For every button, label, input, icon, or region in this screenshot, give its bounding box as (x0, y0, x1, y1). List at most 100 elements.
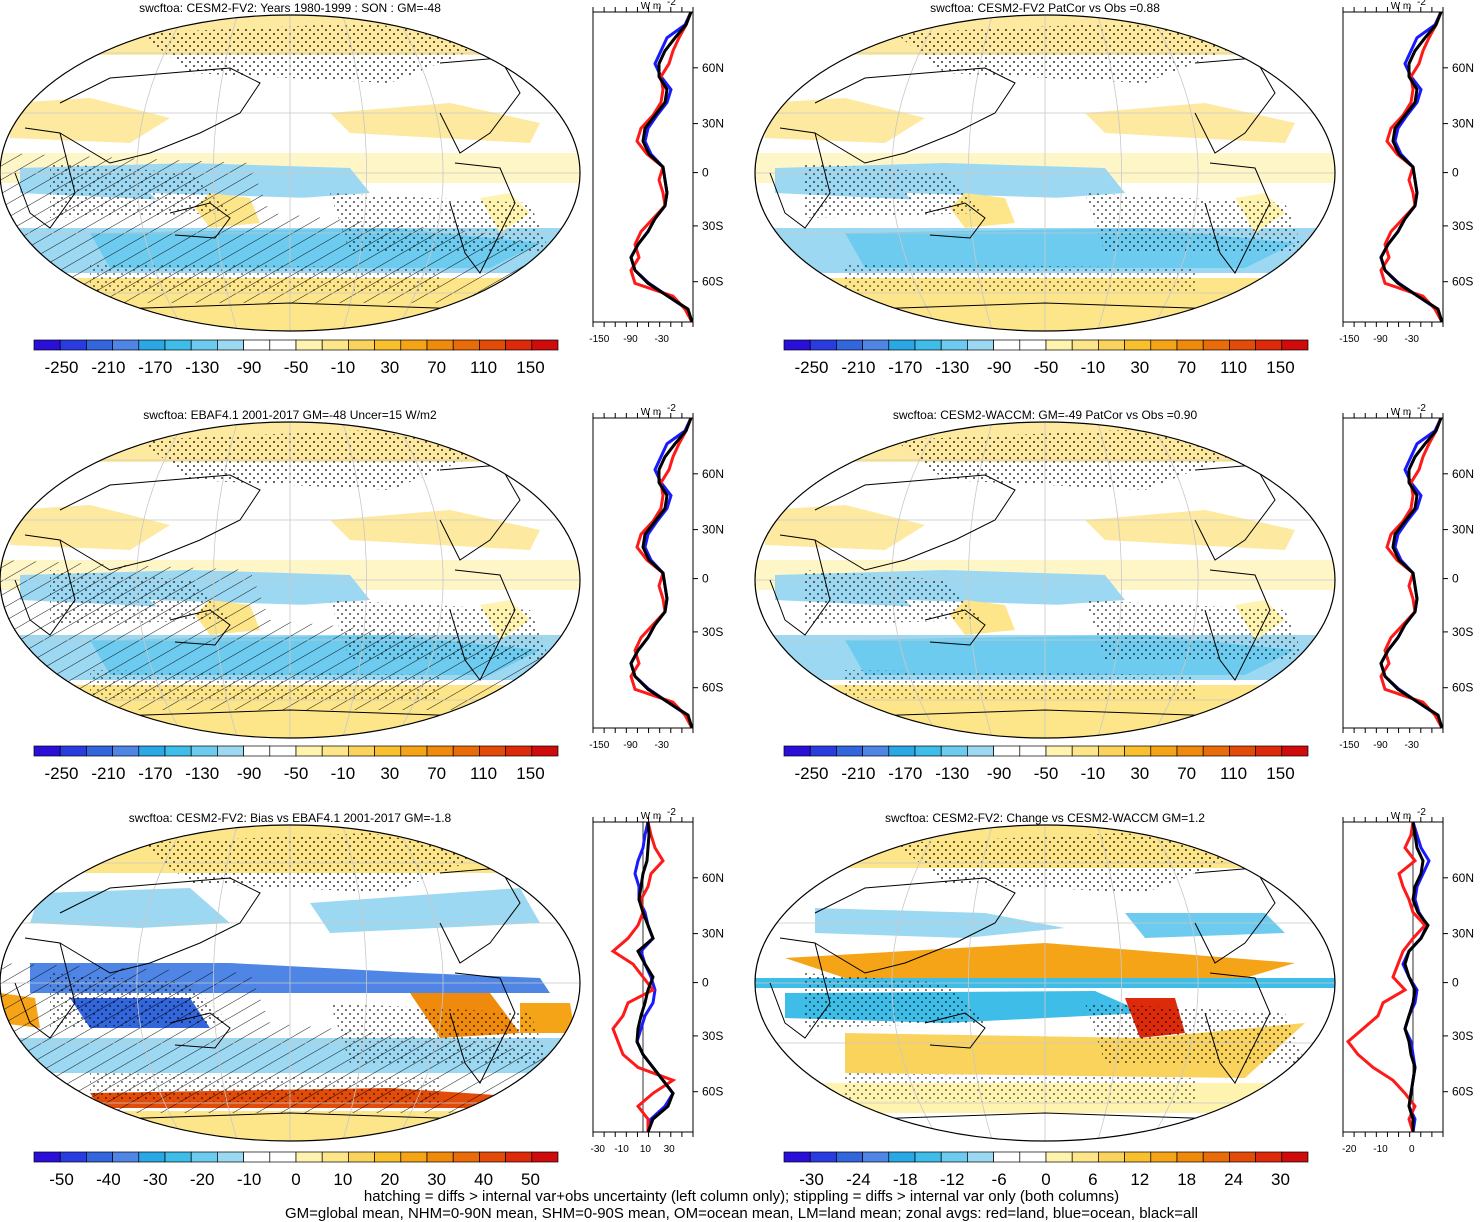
colorbar-tick-label: 110 (1220, 358, 1247, 377)
colorbar-swatch (1071, 1151, 1099, 1163)
colorbar-swatch (138, 745, 166, 757)
colorbar-tick-label: -250 (44, 358, 78, 377)
colorbar-swatch (295, 745, 323, 757)
colorbar-tick-label: 0 (1041, 1170, 1050, 1189)
colorbar-tick-label: -10 (237, 1170, 262, 1189)
zonal-unit-label: W m (641, 407, 662, 418)
colorbar-swatch (836, 339, 863, 351)
latitude-tick-label: 60S (702, 275, 723, 289)
colorbar-swatch (1176, 339, 1204, 351)
colorbar-swatch (862, 1151, 890, 1163)
colorbar-swatch (400, 339, 428, 351)
latitude-tick-label: 30S (702, 219, 723, 233)
panel-title: swcftoa: CESM2-FV2: Bias vs EBAF4.1 2001… (129, 811, 452, 825)
colorbar-tick-label: -130 (185, 764, 219, 783)
colorbar-swatch (479, 1151, 506, 1163)
colorbar-swatch (269, 339, 297, 351)
zonal-unit-superscript: -2 (1417, 403, 1426, 414)
colorbar-swatch (1281, 1151, 1309, 1163)
colorbar-tick-label: -130 (935, 358, 969, 377)
zonal-x-tick-label: -150 (1339, 740, 1359, 751)
colorbar-swatch (888, 339, 916, 351)
colorbar-tick-label: 40 (474, 1170, 493, 1189)
panel-4: swcftoa: CESM2-WACCM: GM=-49 PatCor vs O… (754, 403, 1474, 783)
colorbar-swatch (1071, 745, 1099, 757)
colorbar-swatch (374, 745, 402, 757)
colorbar-swatch (1150, 745, 1178, 757)
colorbar-tick-label: -12 (940, 1170, 965, 1189)
colorbar-swatch (1255, 1151, 1283, 1163)
latitude-tick-label: 60S (1452, 1085, 1473, 1099)
colorbar-tick-label: 150 (1266, 358, 1294, 377)
colorbar-tick-label: -18 (893, 1170, 918, 1189)
colorbar-swatch (426, 1151, 454, 1163)
colorbar-swatch (295, 339, 323, 351)
zonal-x-tick-label: -30 (655, 740, 670, 751)
colorbar-swatch (993, 745, 1021, 757)
colorbar-tick-label: -210 (841, 358, 875, 377)
colorbar-swatch (836, 745, 863, 757)
colorbar-swatch (1176, 1151, 1204, 1163)
panel-3: swcftoa: EBAF4.1 2001-2017 GM=-48 Uncer=… (0, 403, 724, 783)
colorbar-swatch (479, 745, 506, 757)
colorbar-swatch (400, 745, 428, 757)
colorbar-tick-label: -50 (284, 764, 309, 783)
colorbar-tick-label: -210 (91, 764, 125, 783)
world-map (754, 421, 1336, 739)
zonal-unit-label: W m (641, 1, 662, 12)
colorbar-swatch (321, 1151, 349, 1163)
colorbar-swatch (59, 1151, 87, 1163)
colorbar: -250 -210 -170 -130 -90 -50 -10 30 70 110 150 (33, 339, 559, 377)
world-map (0, 824, 581, 1142)
colorbar-tick-label: -210 (841, 764, 875, 783)
colorbar-swatch (112, 745, 140, 757)
colorbar-swatch (1281, 339, 1309, 351)
colorbar-swatch (59, 745, 87, 757)
colorbar-swatch (1124, 339, 1152, 351)
colorbar-swatch (1202, 745, 1230, 757)
colorbar-tick-label: -50 (49, 1170, 74, 1189)
panel-1: swcftoa: CESM2-FV2: Years 1980-1999 : SO… (0, 0, 724, 377)
colorbar-swatch (888, 1151, 916, 1163)
zonal-all-curve (629, 417, 694, 729)
colorbar-swatch (967, 1151, 994, 1163)
colorbar-swatch (993, 339, 1021, 351)
world-map (754, 14, 1336, 332)
latitude-tick-label: 60N (702, 467, 724, 481)
colorbar-tick-label: 30 (427, 1170, 446, 1189)
colorbar-tick-label: 6 (1088, 1170, 1097, 1189)
zonal-unit-superscript: -2 (667, 403, 676, 414)
colorbar-tick-label: -40 (96, 1170, 121, 1189)
zonal-land-curve (1345, 821, 1428, 1133)
colorbar-swatch (809, 339, 837, 351)
zonal-x-tick-label: -30 (591, 1144, 606, 1155)
colorbar-tick-label: -10 (1081, 358, 1106, 377)
colorbar-swatch (1202, 339, 1230, 351)
colorbar-swatch (112, 339, 140, 351)
colorbar: -50 -40 -30 -20 -10 0 10 20 30 40 50 (33, 1151, 559, 1189)
colorbar-swatch (531, 1151, 559, 1163)
colorbar-tick-label: 110 (470, 358, 497, 377)
zonal-unit-label: W m (641, 811, 662, 822)
colorbar-swatch (190, 1151, 218, 1163)
colorbar-tick-label: -130 (935, 764, 969, 783)
latitude-tick-label: 60N (1452, 871, 1474, 885)
zonal-x-tick-label: -30 (1405, 334, 1420, 345)
colorbar-tick-label: 150 (516, 358, 544, 377)
colorbar-swatch (426, 745, 454, 757)
latitude-tick-label: 30S (1452, 219, 1473, 233)
colorbar-tick-label: -170 (138, 358, 172, 377)
colorbar-swatch (269, 745, 297, 757)
colorbar: -30 -24 -18 -12 -6 0 6 12 18 24 30 (783, 1151, 1309, 1189)
colorbar-swatch (269, 1151, 297, 1163)
colorbar-swatch (1019, 745, 1047, 757)
zonal-x-tick-label: -90 (1373, 740, 1388, 751)
colorbar-swatch (348, 745, 375, 757)
colorbar-tick-label: 110 (1220, 764, 1247, 783)
colorbar-tick-label: -30 (799, 1170, 824, 1189)
colorbar-swatch (783, 339, 811, 351)
zonal-unit-superscript: -2 (1417, 0, 1426, 8)
colorbar-swatch (243, 745, 271, 757)
colorbar-tick-label: -10 (331, 358, 356, 377)
